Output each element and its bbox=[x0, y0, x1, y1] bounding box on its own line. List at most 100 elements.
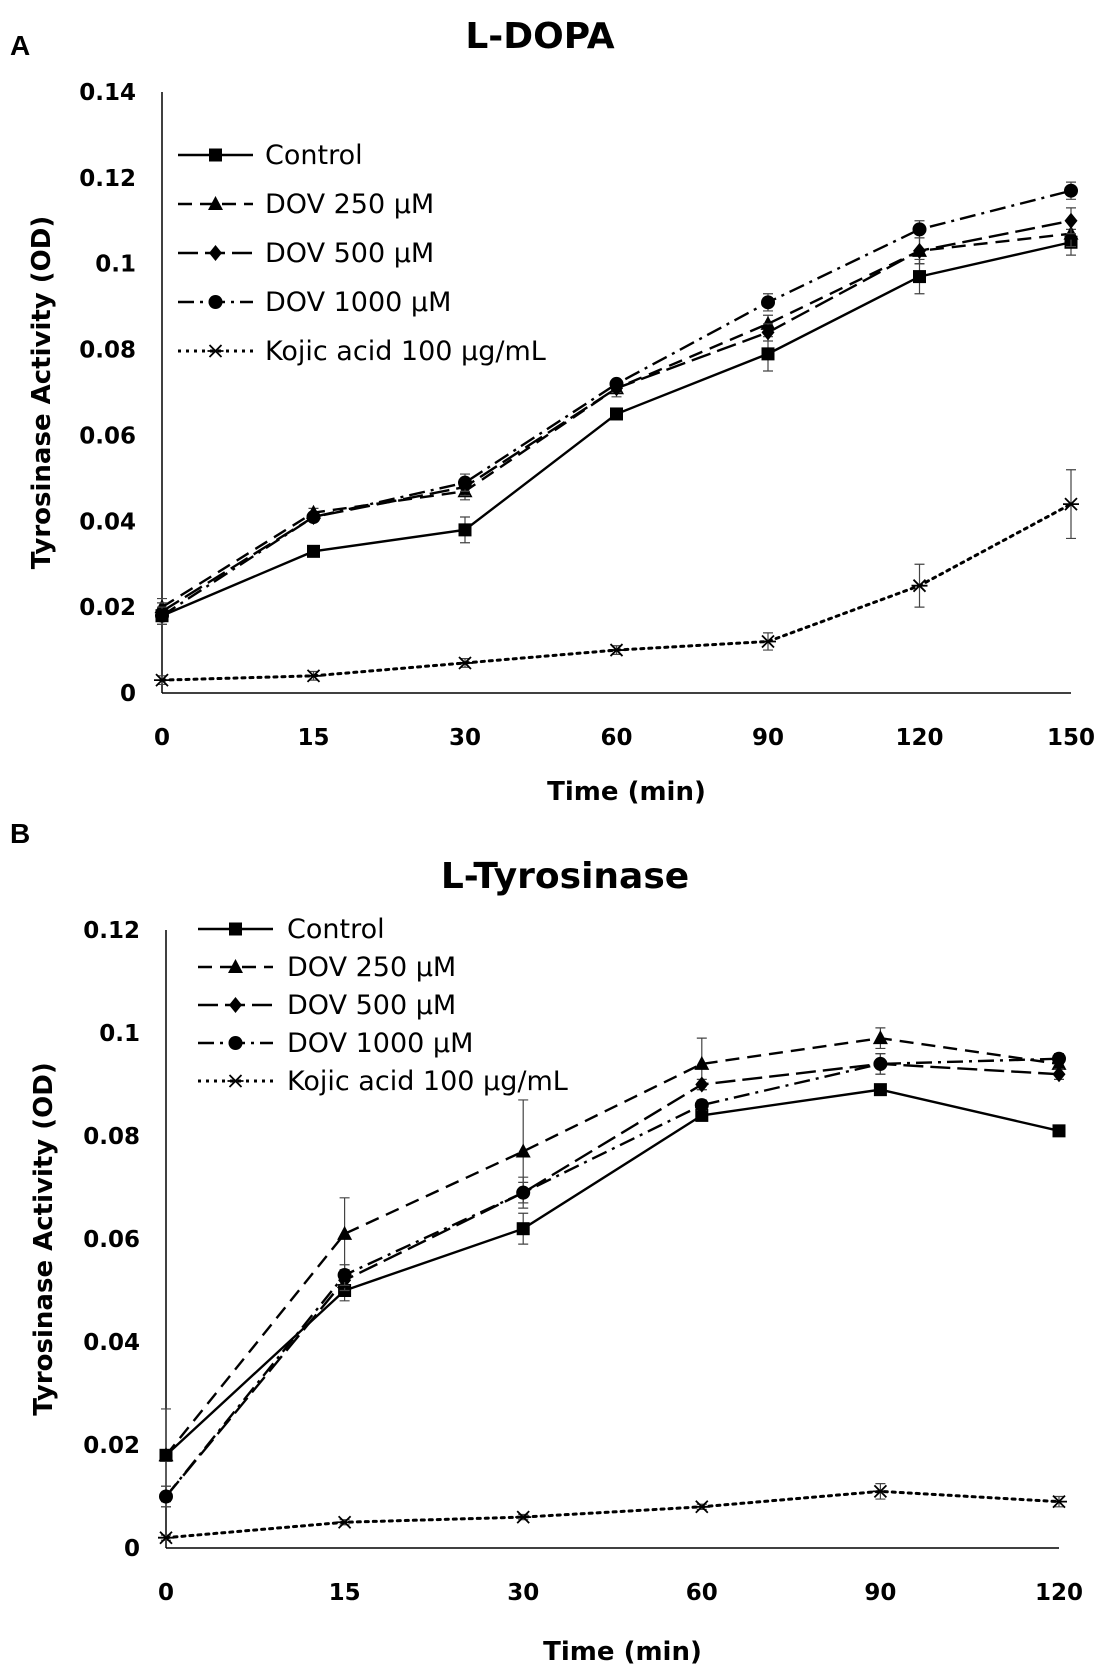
data-point bbox=[305, 669, 322, 683]
x-tick-label: 30 bbox=[507, 1580, 539, 1606]
data-point bbox=[694, 1055, 710, 1070]
data-point bbox=[457, 656, 473, 670]
data-point bbox=[458, 523, 472, 537]
data-point bbox=[458, 475, 472, 490]
legend-entry: Control bbox=[198, 914, 385, 945]
data-point bbox=[337, 1225, 353, 1240]
x-tick-label: 90 bbox=[864, 1580, 896, 1606]
data-point bbox=[873, 1056, 888, 1071]
series-line bbox=[164, 1489, 1061, 1540]
x-tick-label: 120 bbox=[1035, 1580, 1083, 1606]
legend-label: DOV 250 μM bbox=[287, 952, 456, 983]
data-point bbox=[1064, 183, 1078, 198]
data-point bbox=[694, 1098, 709, 1113]
y-tick-label: 0.02 bbox=[79, 595, 136, 621]
x-tick-label: 15 bbox=[297, 725, 329, 751]
y-tick-label: 0.08 bbox=[79, 338, 136, 364]
x-tick-label: 90 bbox=[752, 725, 784, 751]
chart-b: L-Tyrosinase 0 0.02 0.04 0.06 0.08 0.1 0.12 0 15 3… bbox=[29, 856, 1083, 1667]
x-axis-label: Time (min) bbox=[543, 1637, 702, 1667]
series-line bbox=[165, 1088, 1060, 1457]
series-3 bbox=[155, 181, 1078, 625]
y-tick-label: 0 bbox=[120, 681, 136, 707]
chart-title: L-DOPA bbox=[465, 16, 614, 57]
x-tick-label: 15 bbox=[329, 1580, 361, 1606]
legend-marker bbox=[227, 1074, 244, 1088]
panel-a-letter: A bbox=[10, 30, 31, 61]
data-point bbox=[516, 1185, 531, 1200]
y-tick-label: 0 bbox=[124, 1536, 140, 1562]
panel-b-letter: B bbox=[10, 818, 31, 849]
x-tick-label: 60 bbox=[600, 725, 632, 751]
data-point bbox=[154, 673, 170, 687]
data-point bbox=[515, 1510, 532, 1524]
data-point bbox=[760, 634, 776, 649]
legend-entry: DOV 250 μM bbox=[178, 189, 434, 220]
data-point bbox=[912, 222, 927, 237]
x-tick-label: 150 bbox=[1047, 725, 1095, 751]
x-axis-label: Time (min) bbox=[547, 777, 706, 807]
y-tick-label: 0.1 bbox=[99, 1021, 140, 1047]
chart-a: L-DOPA 0 0.02 0.04 0.06 0.08 0.1 0.12 0.14 0 15 30 6… bbox=[27, 16, 1095, 807]
data-point bbox=[760, 315, 776, 330]
data-point bbox=[913, 242, 926, 259]
legend-entry: DOV 500 μM bbox=[198, 990, 456, 1021]
data-point bbox=[872, 1030, 888, 1045]
data-point bbox=[761, 324, 775, 341]
series-2 bbox=[159, 1053, 1066, 1508]
data-point bbox=[695, 1076, 709, 1093]
legend-marker bbox=[208, 196, 223, 210]
data-point bbox=[610, 407, 623, 421]
y-tick-label: 0.04 bbox=[83, 1330, 140, 1356]
legend-entry: DOV 1000 μM bbox=[198, 1028, 473, 1059]
legend-marker bbox=[208, 295, 223, 309]
data-point bbox=[1051, 1495, 1067, 1509]
series-4 bbox=[158, 1483, 1067, 1545]
data-point bbox=[609, 376, 624, 391]
chart-title: L-Tyrosinase bbox=[441, 856, 689, 897]
legend-entry: DOV 1000 μM bbox=[178, 287, 451, 318]
legend-label: Kojic acid 100 μg/mL bbox=[265, 336, 546, 367]
data-point bbox=[336, 1515, 353, 1529]
legend-entry: DOV 500 μM bbox=[178, 238, 434, 269]
legend-label: DOV 1000 μM bbox=[265, 287, 451, 318]
data-point bbox=[913, 270, 926, 284]
data-point bbox=[761, 295, 775, 310]
y-tick-label: 0.06 bbox=[83, 1227, 140, 1253]
legend-marker bbox=[229, 997, 242, 1013]
y-tick-label: 0.12 bbox=[83, 918, 140, 944]
data-point bbox=[1052, 1124, 1066, 1138]
data-point bbox=[1052, 1066, 1066, 1083]
legend-label: DOV 250 μM bbox=[265, 189, 434, 220]
data-point bbox=[1052, 1051, 1066, 1066]
legend-entry: Control bbox=[178, 140, 363, 171]
data-point bbox=[608, 643, 625, 657]
y-tick-label: 0.12 bbox=[79, 166, 136, 192]
series-3 bbox=[159, 1051, 1066, 1508]
data-point bbox=[693, 1500, 710, 1514]
data-point bbox=[159, 1489, 173, 1504]
y-tick-label: 0.14 bbox=[79, 80, 136, 106]
series-line bbox=[165, 1062, 1060, 1498]
data-point bbox=[761, 347, 775, 361]
x-tick-label: 0 bbox=[154, 725, 170, 751]
series-4 bbox=[154, 469, 1079, 687]
data-point bbox=[155, 608, 169, 623]
legend-marker bbox=[228, 1036, 243, 1050]
x-tick-label: 0 bbox=[158, 1580, 174, 1606]
y-tick-label: 0.04 bbox=[79, 509, 136, 535]
legend-entry: DOV 250 μM bbox=[198, 952, 456, 983]
series-line bbox=[165, 1036, 1060, 1457]
data-point bbox=[158, 1447, 174, 1462]
y-tick-label: 0.06 bbox=[79, 423, 136, 449]
legend-entry: Kojic acid 100 μg/mL bbox=[178, 336, 546, 367]
series-1 bbox=[158, 1027, 1067, 1503]
legend-label: DOV 500 μM bbox=[265, 238, 434, 269]
data-point bbox=[1064, 212, 1078, 229]
legend-marker bbox=[229, 922, 242, 936]
data-point bbox=[695, 1108, 709, 1122]
legend-label: DOV 500 μM bbox=[287, 990, 456, 1021]
x-tick-label: 120 bbox=[895, 725, 943, 751]
y-tick-label: 0.1 bbox=[95, 252, 136, 278]
